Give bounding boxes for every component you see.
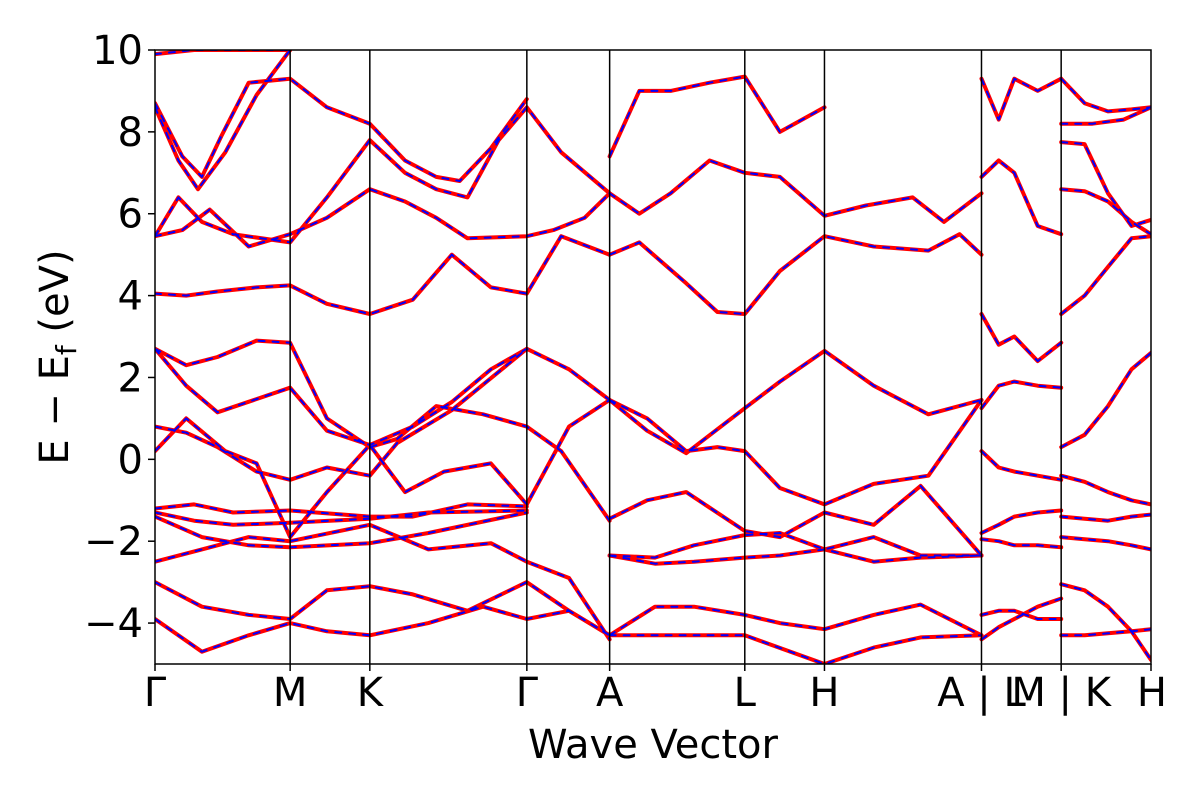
band-line-red-16 xyxy=(607,74,827,159)
band-line-blue-6 xyxy=(155,339,611,522)
y-axis-label-unit: (eV) xyxy=(32,249,78,345)
band-line-red-1 xyxy=(155,76,529,183)
band-line-red-40 xyxy=(1059,350,1151,450)
band-line-blue-17 xyxy=(608,159,983,223)
y-tick-label: 4 xyxy=(118,274,143,320)
band-line-red-20 xyxy=(607,348,984,456)
band-line-red-2 xyxy=(155,50,293,192)
band-line-blue-34 xyxy=(980,597,1063,641)
band-line-red-30 xyxy=(979,449,1064,482)
x-tick-label: Γ xyxy=(516,670,539,716)
band-line-blue-44 xyxy=(1060,583,1151,661)
x-tick-label: H xyxy=(809,670,839,716)
plot-frame xyxy=(154,49,1152,665)
band-line-red-15 xyxy=(155,604,612,654)
band-line-blue-23 xyxy=(608,548,983,565)
bands-layer xyxy=(155,50,1151,664)
band-line-red-35 xyxy=(1059,76,1151,114)
band-line-red-19 xyxy=(607,398,984,507)
x-tick-label: A | L xyxy=(937,670,1026,716)
y-axis-label-main: E − E xyxy=(32,355,78,465)
band-line-blue-3 xyxy=(155,106,611,244)
band-line-blue-22 xyxy=(608,532,983,559)
band-line-blue-41 xyxy=(1060,474,1151,506)
x-tick-label: A xyxy=(596,670,624,716)
band-line-red-32 xyxy=(979,537,1064,550)
y-tick-label: 0 xyxy=(118,437,143,483)
band-line-red-6 xyxy=(155,338,612,523)
y-tick-label: 2 xyxy=(118,355,143,401)
band-line-red-25 xyxy=(607,633,984,664)
band-line-blue-13 xyxy=(155,523,611,641)
band-line-red-18 xyxy=(607,232,984,316)
band-line-blue-24 xyxy=(608,603,983,637)
band-line-blue-39 xyxy=(1060,235,1151,315)
band-line-blue-43 xyxy=(1060,536,1151,551)
band-line-red-14 xyxy=(155,580,612,638)
band-line-red-5 xyxy=(155,234,612,316)
band-line-blue-2 xyxy=(155,50,292,191)
band-line-red-24 xyxy=(607,602,984,638)
y-axis-ticks: −4 −2 0 2 4 6 8 10 xyxy=(84,28,155,647)
band-line-red-31 xyxy=(979,508,1064,535)
band-line-red-37 xyxy=(1059,140,1151,228)
band-line-red-28 xyxy=(979,312,1064,364)
band-line-blue-45 xyxy=(1060,628,1151,637)
kpoint-lines xyxy=(289,50,1062,664)
band-line-red-7 xyxy=(155,346,612,447)
y-tick-label: 8 xyxy=(118,110,143,156)
y-tick-label: −4 xyxy=(84,601,143,647)
band-line-blue-18 xyxy=(608,233,983,315)
band-line-blue-35 xyxy=(1060,77,1151,113)
band-line-red-38 xyxy=(1059,187,1151,237)
band-line-blue-16 xyxy=(608,75,826,158)
band-line-blue-38 xyxy=(1060,188,1151,236)
band-line-blue-5 xyxy=(155,235,611,315)
x-axis-ticks: Γ M K Γ A L H A | LM | K H xyxy=(144,664,1167,716)
band-line-blue-21 xyxy=(608,484,983,557)
y-tick-label: 10 xyxy=(92,28,143,74)
band-line-blue-40 xyxy=(1060,351,1151,449)
x-tick-label: H xyxy=(1137,670,1167,716)
band-line-blue-10 xyxy=(155,503,528,518)
band-line-blue-1 xyxy=(155,77,528,182)
band-line-blue-0 xyxy=(155,50,292,56)
band-line-blue-29 xyxy=(980,380,1063,410)
y-tick-label: −2 xyxy=(84,519,143,565)
band-line-red-27 xyxy=(979,158,1064,237)
x-tick-label: M xyxy=(273,670,308,716)
x-tick-label: Γ xyxy=(144,670,167,716)
band-line-blue-4 xyxy=(155,188,611,248)
band-line-blue-32 xyxy=(980,538,1063,549)
band-line-red-29 xyxy=(979,379,1064,411)
band-line-blue-20 xyxy=(608,349,983,455)
x-tick-label: L xyxy=(734,670,757,716)
x-tick-label: K xyxy=(357,670,385,716)
band-line-blue-26 xyxy=(980,77,1063,121)
band-line-red-44 xyxy=(1059,582,1151,662)
band-line-blue-33 xyxy=(980,609,1063,620)
band-line-blue-8 xyxy=(155,347,528,481)
y-axis-label-subscript: f xyxy=(50,344,83,355)
band-line-red-23 xyxy=(607,547,984,566)
x-tick-label: M | K xyxy=(1011,670,1112,716)
y-tick-label: 6 xyxy=(118,192,143,238)
band-line-red-4 xyxy=(155,187,612,249)
band-line-blue-25 xyxy=(608,634,983,664)
band-line-red-8 xyxy=(155,346,529,482)
band-line-blue-36 xyxy=(1060,106,1151,125)
y-axis-label: E − Ef (eV) xyxy=(32,249,83,464)
band-line-blue-14 xyxy=(155,581,611,637)
band-line-blue-37 xyxy=(1060,141,1151,227)
x-axis-label: Wave Vector xyxy=(528,722,779,768)
band-line-red-17 xyxy=(607,158,984,224)
band-line-blue-30 xyxy=(980,450,1063,481)
band-line-blue-42 xyxy=(1060,513,1151,522)
band-line-blue-7 xyxy=(155,347,611,446)
band-line-blue-27 xyxy=(980,159,1063,236)
